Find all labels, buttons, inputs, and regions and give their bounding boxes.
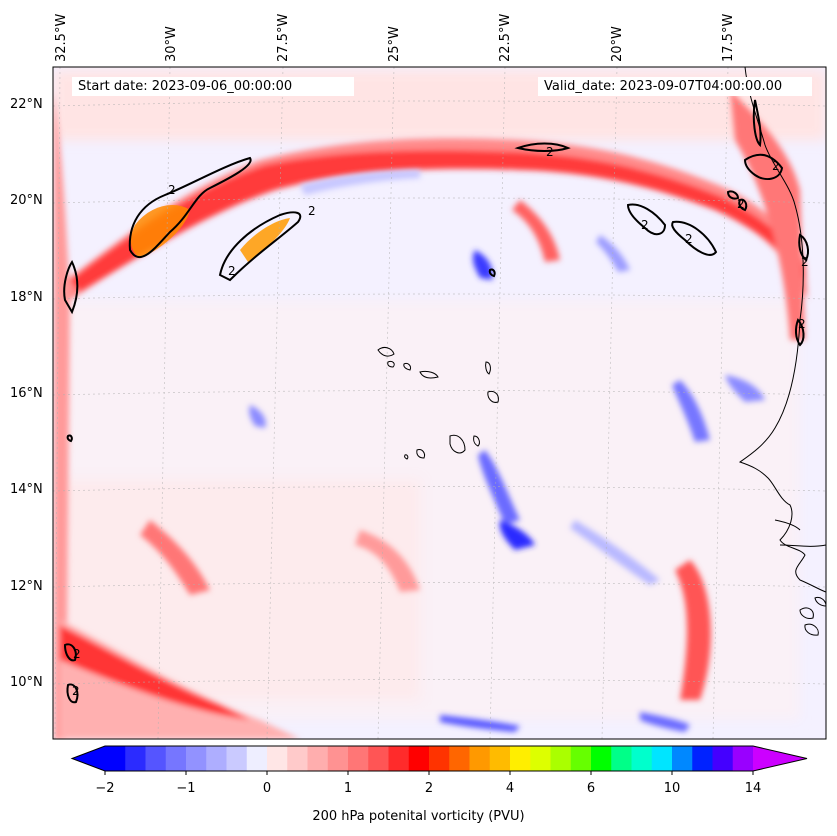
contour-label-12: 2 bbox=[72, 684, 80, 698]
pv-2-contours bbox=[63, 99, 809, 704]
colorbar-swatch bbox=[469, 746, 491, 771]
colorbar-swatch bbox=[651, 746, 673, 771]
colorbar-swatch bbox=[510, 746, 531, 771]
pv-jet-band bbox=[54, 90, 808, 739]
cb-tick-14: 14 bbox=[744, 781, 762, 796]
lat-label-20n: 20°N bbox=[10, 193, 43, 208]
cb-tick-6: 6 bbox=[586, 781, 596, 796]
lon-label-30w: 30°W bbox=[164, 26, 179, 62]
pv-high-cores bbox=[130, 205, 290, 262]
contour-labels: 2 2 2 2 2 2 2 2 2 2 2 2 bbox=[72, 145, 809, 698]
cb-tick-0: 0 bbox=[262, 781, 272, 796]
lat-label-10n: 10°N bbox=[10, 675, 43, 690]
colorbar-swatch bbox=[388, 746, 410, 771]
lat-label-22n: 22°N bbox=[10, 97, 43, 112]
colorbar-swatch bbox=[591, 746, 612, 771]
lon-label-32.5w: 32.5°W bbox=[54, 13, 69, 62]
colorbar-swatch bbox=[125, 746, 147, 771]
contour-label-11: 2 bbox=[73, 647, 81, 661]
colorbar-swatch bbox=[267, 746, 288, 771]
colorbar-swatch bbox=[408, 746, 430, 771]
contour-label-8: 2 bbox=[737, 197, 745, 211]
colorbar-swatch bbox=[692, 746, 714, 771]
lon-label-22.5w: 22.5°W bbox=[498, 13, 513, 62]
colorbar-swatch bbox=[631, 746, 653, 771]
lat-label-12n: 12°N bbox=[10, 579, 43, 594]
colorbar-swatch bbox=[672, 746, 693, 771]
contour-label-10: 2 bbox=[798, 317, 806, 331]
colorbar-swatch bbox=[429, 746, 450, 771]
colorbar-swatch bbox=[165, 746, 187, 771]
cb-tick-2: 2 bbox=[424, 781, 434, 796]
lon-label-17.5w: 17.5°W bbox=[721, 13, 736, 62]
colorbar-swatch bbox=[530, 746, 552, 771]
colorbar-swatch bbox=[246, 746, 268, 771]
contour-label-3: 2 bbox=[228, 264, 236, 278]
valid-date-label: Valid_date: 2023-09-07T04:00:00.00 bbox=[538, 77, 812, 96]
colorbar-swatch bbox=[712, 746, 734, 771]
colorbar-swatch bbox=[368, 746, 390, 771]
colorbar-swatch bbox=[611, 746, 633, 771]
contour-label-2: 2 bbox=[308, 204, 316, 218]
lon-label-20w: 20°W bbox=[610, 26, 625, 62]
contour-label-6: 2 bbox=[685, 232, 693, 246]
colorbar-title: 200 hPa potenital vorticity (PVU) bbox=[312, 809, 525, 824]
cb-tick-neg2: −2 bbox=[95, 781, 115, 796]
colorbar-swatch bbox=[327, 746, 349, 771]
map-panel: 2 2 2 2 2 2 2 2 2 2 2 2 bbox=[53, 67, 826, 739]
start-date-label: Start date: 2023-09-06_00:00:00 bbox=[72, 77, 354, 96]
colorbar-swatch bbox=[489, 746, 511, 771]
colorbar-extend-low bbox=[72, 746, 105, 771]
colorbar-swatch bbox=[307, 746, 329, 771]
colorbar-swatch bbox=[550, 746, 572, 771]
colorbar-swatch bbox=[226, 746, 248, 771]
map-frame bbox=[52, 66, 827, 740]
lon-label-27.5w: 27.5°W bbox=[276, 13, 291, 62]
colorbar-swatch bbox=[145, 746, 167, 771]
cb-tick-10: 10 bbox=[663, 781, 681, 796]
lat-label-16n: 16°N bbox=[10, 386, 43, 401]
colorbar-swatch bbox=[186, 746, 207, 771]
pv-negative-blobs bbox=[249, 170, 765, 732]
cb-tick-4: 4 bbox=[505, 781, 515, 796]
contour-label-7: 2 bbox=[772, 159, 780, 173]
contour-label-4: 2 bbox=[546, 145, 554, 159]
lon-label-25w: 25°W bbox=[387, 26, 402, 62]
contour-label-1: 2 bbox=[168, 183, 176, 197]
colorbar-extend-high bbox=[753, 746, 807, 771]
colorbar-swatch bbox=[570, 746, 592, 771]
contour-label-9: 2 bbox=[801, 255, 809, 269]
lat-label-14n: 14°N bbox=[10, 482, 43, 497]
lat-label-18n: 18°N bbox=[10, 290, 43, 305]
colorbar-swatch bbox=[105, 746, 126, 771]
colorbar-swatch bbox=[449, 746, 471, 771]
colorbar-swatch bbox=[287, 746, 309, 771]
contour-label-5: 2 bbox=[641, 218, 649, 232]
gridlines bbox=[53, 67, 826, 739]
coastlines bbox=[377, 67, 826, 636]
cb-tick-1: 1 bbox=[343, 781, 353, 796]
colorbar-swatch bbox=[206, 746, 228, 771]
colorbar bbox=[70, 745, 808, 775]
colorbar-swatch bbox=[732, 746, 754, 771]
cb-tick-neg1: −1 bbox=[176, 781, 196, 796]
colorbar-swatch bbox=[348, 746, 369, 771]
